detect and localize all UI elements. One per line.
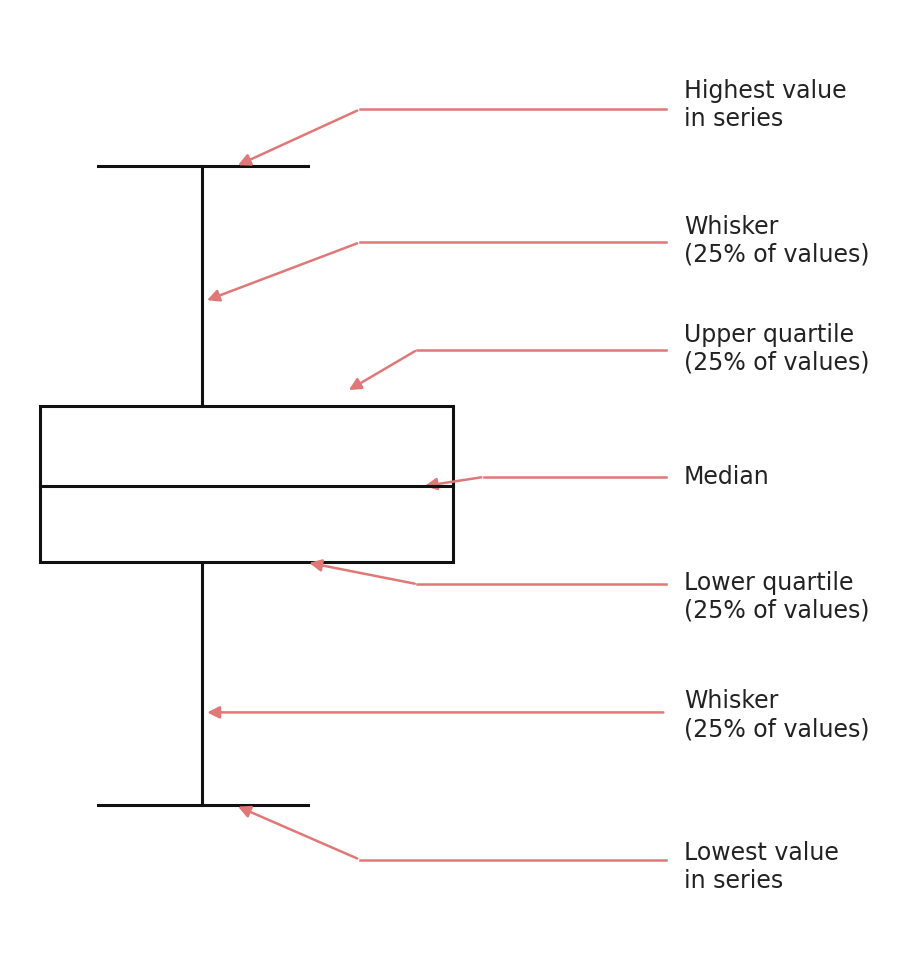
Text: Upper quartile
(25% of values): Upper quartile (25% of values) <box>684 323 870 375</box>
Text: Lower quartile
(25% of values): Lower quartile (25% of values) <box>684 571 870 622</box>
Text: Median: Median <box>684 465 769 489</box>
Text: Lowest value
in series: Lowest value in series <box>684 841 839 893</box>
Text: Whisker
(25% of values): Whisker (25% of values) <box>684 689 870 741</box>
Text: Highest value
in series: Highest value in series <box>684 78 846 131</box>
Bar <box>40 406 453 562</box>
Text: Whisker
(25% of values): Whisker (25% of values) <box>684 214 870 266</box>
